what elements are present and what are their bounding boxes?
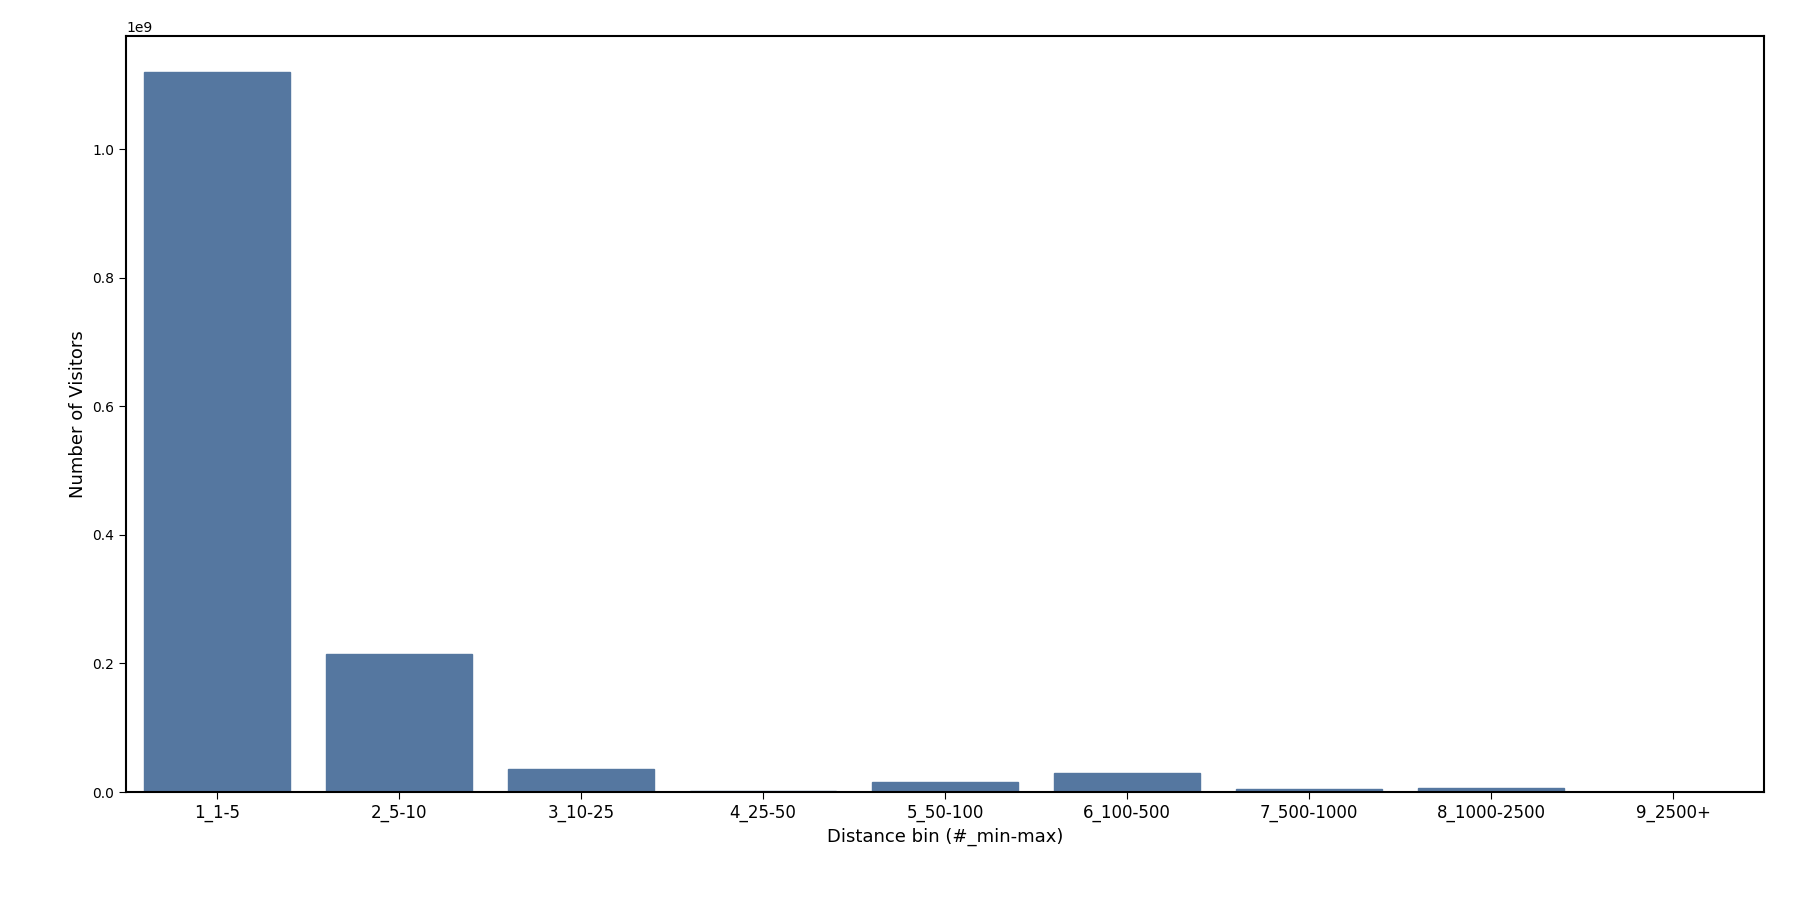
Bar [144,72,290,792]
Bar [689,791,835,792]
Bar [508,769,653,792]
X-axis label: Distance bin (#_min-max): Distance bin (#_min-max) [826,827,1064,846]
Bar [1055,773,1201,792]
Bar [1237,789,1382,792]
Bar [873,782,1017,792]
Bar [326,653,472,792]
Bar [1418,788,1564,792]
Y-axis label: Number of Visitors: Number of Visitors [68,330,86,498]
